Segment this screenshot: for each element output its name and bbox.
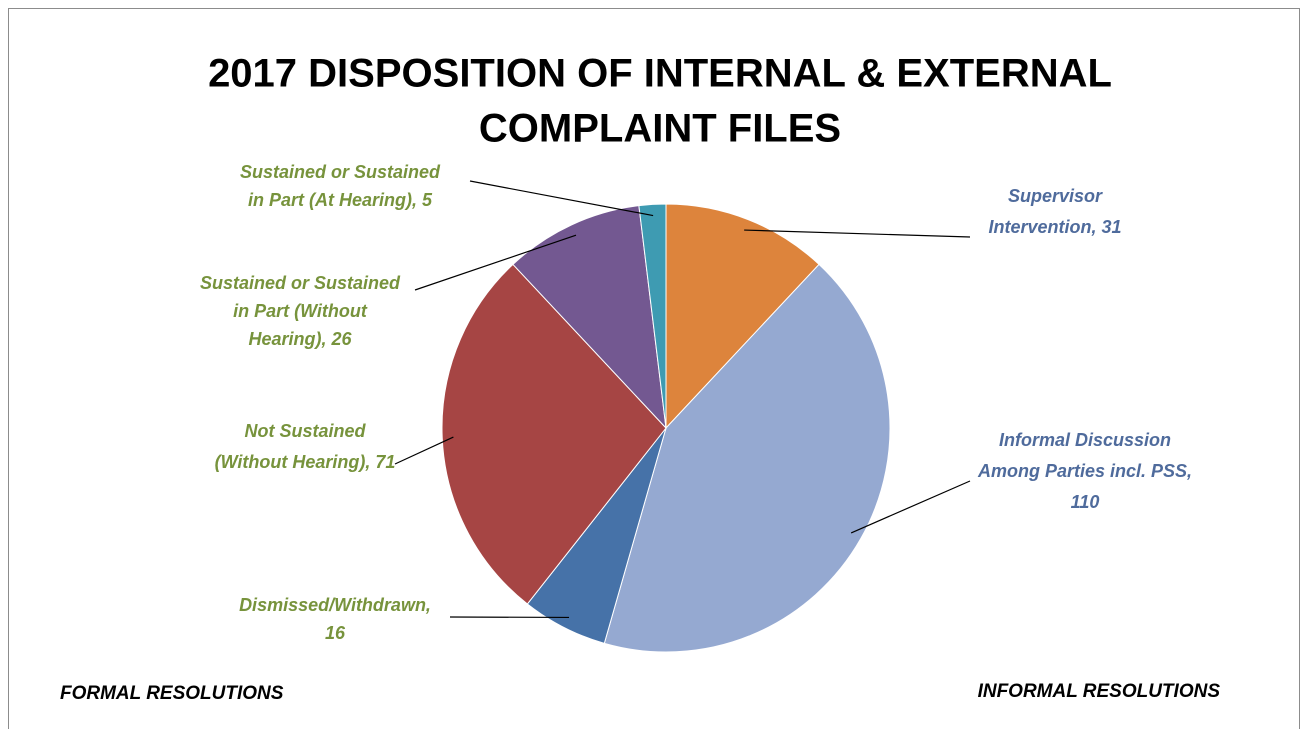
data-label: Intervention, 31 bbox=[988, 217, 1121, 237]
data-label: Not Sustained bbox=[244, 421, 366, 441]
chart-title: 2017 DISPOSITION OF INTERNAL & EXTERNAL bbox=[208, 52, 1112, 96]
data-label: 110 bbox=[1071, 492, 1100, 512]
leader-line bbox=[850, 480, 971, 534]
annotation: FORMAL RESOLUTIONS bbox=[60, 683, 284, 704]
pie-slice bbox=[665, 203, 820, 430]
data-label: Sustained or Sustained bbox=[240, 162, 441, 182]
data-label: in Part (At Hearing), 5 bbox=[248, 190, 433, 210]
leader-line bbox=[744, 229, 971, 238]
chart-title: COMPLAINT FILES bbox=[479, 107, 841, 151]
pie-slice bbox=[638, 203, 667, 429]
data-label: Hearing), 26 bbox=[248, 329, 352, 349]
annotation: INFORMAL RESOLUTIONS bbox=[978, 681, 1221, 702]
data-label: Among Parties incl. PSS, bbox=[977, 461, 1192, 481]
data-label: Supervisor bbox=[1008, 186, 1103, 206]
leader-line bbox=[394, 436, 454, 465]
data-label: (Without Hearing), 71 bbox=[215, 452, 396, 472]
leader-line bbox=[469, 180, 654, 217]
data-label: in Part (Without bbox=[233, 301, 368, 321]
pie-slice bbox=[603, 263, 891, 653]
pie-slice bbox=[512, 205, 667, 430]
leader-line bbox=[414, 234, 577, 291]
data-label: Sustained or Sustained bbox=[200, 273, 401, 293]
data-label: Informal Discussion bbox=[999, 430, 1171, 450]
data-label: Dismissed/Withdrawn, bbox=[239, 595, 431, 615]
data-label: 16 bbox=[325, 623, 346, 643]
pie-slice bbox=[441, 263, 667, 605]
